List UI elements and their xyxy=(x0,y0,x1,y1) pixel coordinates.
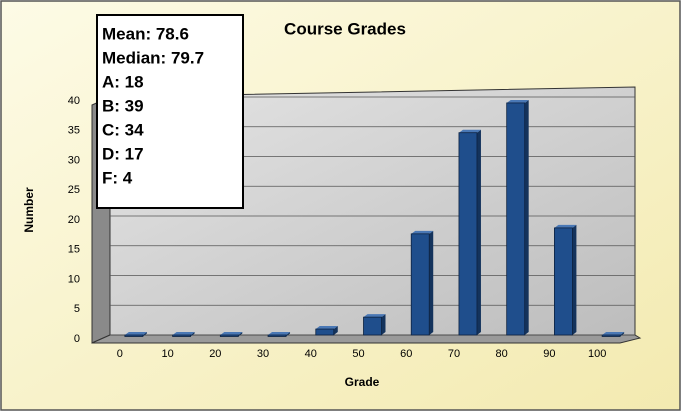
y-tick-label: 25 xyxy=(68,184,80,196)
y-tick-label: 30 xyxy=(68,154,80,166)
stats-box xyxy=(96,14,244,209)
bar-side xyxy=(333,326,338,335)
plot: 0 5 10 15 20 25 30 35 40 0 10 20 30 40 50 60 70 80 90 100 xyxy=(68,95,635,360)
x-tick-label: 100 xyxy=(588,348,606,360)
y-axis-label: Number xyxy=(22,187,36,233)
floor xyxy=(91,334,642,344)
bar-side xyxy=(286,332,291,337)
y-tick-label: 5 xyxy=(74,303,80,315)
bar xyxy=(458,132,478,336)
bar xyxy=(267,334,287,337)
bar-top xyxy=(411,230,434,234)
bar xyxy=(601,334,621,337)
bar xyxy=(315,328,335,336)
x-tick-label: 70 xyxy=(448,348,460,360)
x-tick-label: 40 xyxy=(305,348,317,360)
y-tick-label: 15 xyxy=(68,244,80,256)
bar xyxy=(363,316,382,336)
y-tick-label: 0 xyxy=(74,333,80,345)
bar xyxy=(172,334,191,337)
chart-title: Course Grades xyxy=(284,19,406,38)
bar-side xyxy=(572,224,577,335)
bar-side xyxy=(620,332,625,337)
bar xyxy=(124,334,144,337)
bar-side xyxy=(476,129,481,335)
bar-top xyxy=(220,332,243,335)
bar-top xyxy=(172,332,195,335)
x-tick-label: 60 xyxy=(400,348,412,360)
bar xyxy=(219,334,239,337)
x-tick-label: 10 xyxy=(161,348,173,360)
y-tick-label: 20 xyxy=(68,214,80,226)
bar xyxy=(410,233,430,336)
x-tick-label: 20 xyxy=(209,348,221,360)
x-tick-label: 30 xyxy=(257,348,269,360)
bar xyxy=(554,227,573,336)
stat-line: Median: 79.7 xyxy=(102,48,204,67)
x-axis-label: Grade xyxy=(345,375,380,389)
bar-top xyxy=(602,332,625,335)
y-tick-label: 35 xyxy=(68,125,80,137)
bar-side xyxy=(429,230,434,335)
x-tick-label: 90 xyxy=(543,348,555,360)
bar-side xyxy=(142,332,147,337)
bar-top xyxy=(506,99,529,103)
stat-line: A: 18 xyxy=(102,72,144,91)
bar-top xyxy=(363,314,386,318)
stat-line: D: 17 xyxy=(102,144,144,163)
y-tick-label: 10 xyxy=(68,273,80,285)
stat-line: B: 39 xyxy=(102,96,144,115)
stats-text: Mean: 78.6 Median: 79.7 A: 18 B: 39 C: 34 D: … xyxy=(102,24,204,187)
bar xyxy=(506,102,526,336)
bar-side xyxy=(381,314,386,335)
bar-top xyxy=(124,332,147,335)
stat-line: Mean: 78.6 xyxy=(102,24,189,43)
bar-side xyxy=(190,332,195,337)
y-tick-label: 40 xyxy=(68,95,80,107)
bar-top xyxy=(315,326,338,330)
bar-top xyxy=(554,224,577,228)
stat-line: C: 34 xyxy=(102,120,144,139)
bar-side xyxy=(238,332,243,337)
bar-side xyxy=(524,99,529,335)
bar-top xyxy=(458,129,481,133)
x-tick-label: 50 xyxy=(352,348,364,360)
stat-line: F: 4 xyxy=(102,168,133,187)
x-tick-label: 0 xyxy=(117,348,123,360)
bar-top xyxy=(268,332,291,335)
x-tick-label: 80 xyxy=(496,348,508,360)
